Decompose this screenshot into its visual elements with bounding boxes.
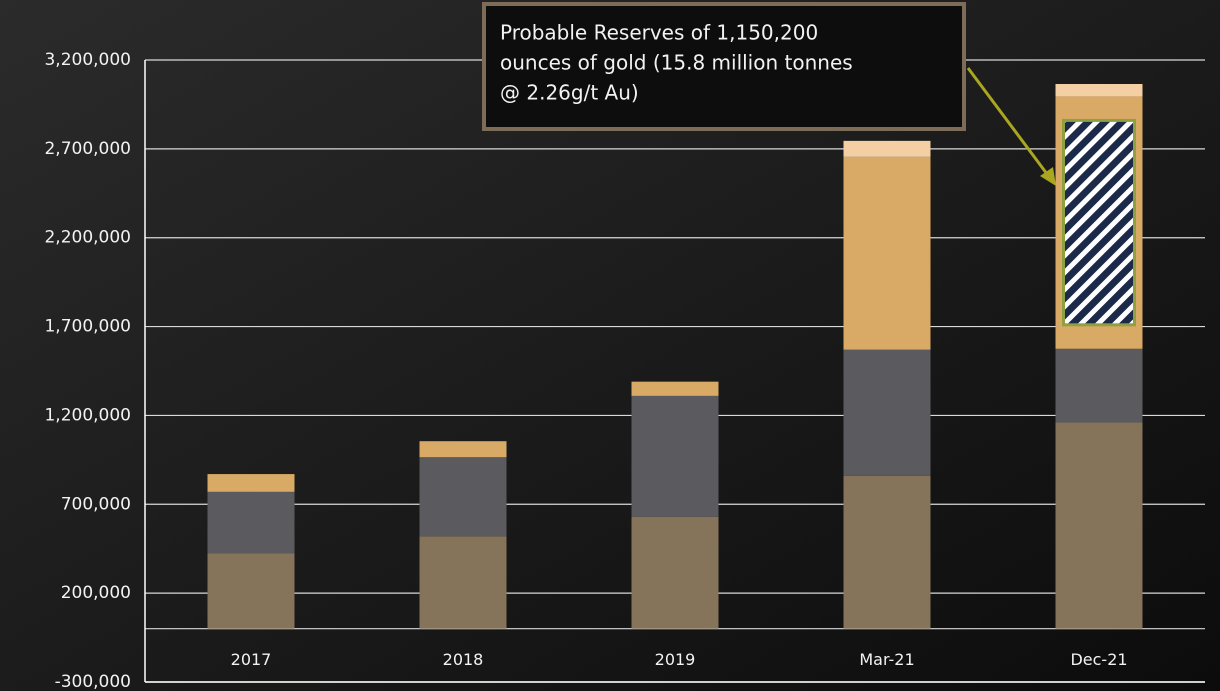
annotation-line: ounces of gold (15.8 million tonnes: [500, 51, 853, 75]
bar-segment: [207, 553, 295, 629]
bar-segment: [843, 475, 931, 629]
y-tick-label: 2,700,000: [44, 139, 131, 159]
x-tick-label: 2019: [655, 650, 696, 669]
bar-segment: [419, 441, 507, 458]
bar-segment: [1055, 422, 1143, 629]
bar-segment: [207, 474, 295, 492]
bar-segment: [843, 140, 931, 157]
y-tick-label: 1,200,000: [44, 405, 131, 425]
x-tick-label: Dec-21: [1070, 650, 1127, 669]
plot-area: -300,000 200,000 700,000 1,200,000 1,700,000…: [44, 50, 1205, 691]
arrow-head: [1040, 167, 1056, 186]
bar-segment: [419, 457, 507, 537]
annotation-line: Probable Reserves of 1,150,200: [500, 21, 818, 45]
bar-segment: [631, 516, 719, 629]
bar-segment: [631, 395, 719, 517]
bar-segment: [1055, 83, 1143, 97]
y-tick-label: 3,200,000: [44, 50, 131, 70]
bar-segment: [419, 536, 507, 629]
bar-segment: [843, 156, 931, 350]
x-tick-label: 2018: [443, 650, 484, 669]
y-tick-label: 700,000: [61, 494, 131, 514]
bar-segment: [207, 491, 295, 554]
bar-segment: [631, 381, 719, 396]
y-tick-label: 200,000: [61, 583, 131, 603]
annotation-arrow: [966, 67, 1052, 179]
bar-segment: [1055, 348, 1143, 423]
y-tick-label: -300,000: [55, 672, 131, 691]
bar-segment: [843, 349, 931, 476]
annotation-box: [482, 2, 966, 131]
y-tick-label: 2,200,000: [44, 228, 131, 248]
highlight-hatch: [1062, 118, 1136, 327]
x-tick-label: 2017: [231, 650, 272, 669]
annotation-line: @ 2.26g/t Au): [500, 81, 639, 105]
y-tick-label: 1,700,000: [44, 317, 131, 337]
x-tick-label: Mar-21: [859, 650, 914, 669]
